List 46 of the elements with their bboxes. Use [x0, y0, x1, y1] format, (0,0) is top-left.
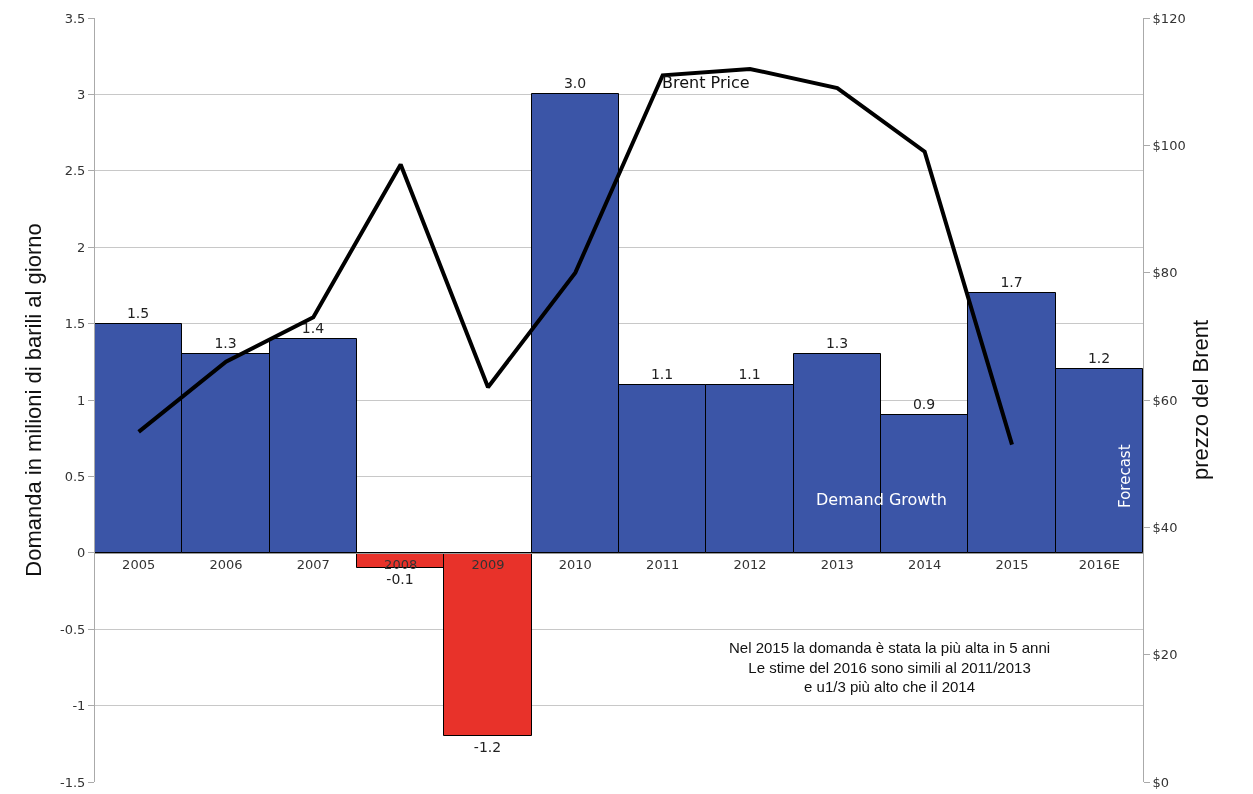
data-label: 1.4 — [301, 319, 325, 336]
annotation: Forecast — [1116, 444, 1135, 508]
data-label: 1.1 — [738, 365, 761, 382]
y-tick-label: 3.5 — [64, 10, 86, 26]
x-tick-label: 2011 — [646, 557, 680, 573]
data-label: 1.3 — [825, 334, 849, 351]
data-label: -0.1 — [386, 570, 414, 587]
y-tick-label: 2 — [77, 239, 86, 255]
y-tick-label: -1.5 — [60, 774, 86, 790]
y-tick-label: 1.5 — [64, 316, 86, 332]
y-tick-label: 0.5 — [64, 468, 86, 484]
y2-tick-label: $40 — [1152, 519, 1178, 535]
x-tick-label: 2012 — [733, 557, 767, 573]
data-label: 1.3 — [214, 334, 237, 351]
y-tick-label: 1 — [77, 392, 86, 408]
x-tick-label: 2005 — [122, 557, 156, 573]
y2-tick-label: $60 — [1152, 392, 1178, 408]
x-tick-label: 2014 — [908, 557, 942, 573]
data-label: 0.9 — [912, 395, 936, 412]
x-tick-label: 2007 — [296, 557, 330, 573]
x-tick-label: 2013 — [820, 557, 854, 573]
y-tick-label: 3 — [77, 86, 86, 102]
data-label: 1.5 — [126, 304, 150, 321]
x-tick-label: 2010 — [558, 557, 592, 573]
y-axis-title: Domanda in milioni di barili al giorno — [21, 223, 46, 577]
data-label: 1.2 — [1087, 349, 1111, 366]
x-tick-label: 2015 — [995, 557, 1029, 573]
y2-tick-label: $20 — [1152, 647, 1178, 663]
y-tick-label: -0.5 — [60, 621, 86, 637]
annotation: Nel 2015 la domanda è stata la più alta in 5 anni Le stime del 2016 sono simili al 2011/2013 e u1/3 più alto che il 2014 — [729, 639, 1051, 695]
data-label: 3.0 — [563, 74, 587, 91]
y-tick-label: 0 — [77, 545, 86, 561]
x-tick-label: 2009 — [471, 557, 505, 573]
y2-tick-label: $100 — [1152, 137, 1186, 153]
data-label: 1.7 — [1000, 273, 1023, 290]
x-tick-label: 2006 — [209, 557, 243, 573]
y2-tick-label: $0 — [1152, 774, 1170, 790]
series-label: Brent Price — [662, 73, 750, 92]
data-label: 1.1 — [650, 365, 674, 382]
y-tick-label: 2.5 — [64, 163, 86, 179]
y2-axis-title: prezzo del Brent — [1188, 319, 1213, 481]
x-tick-label: 2016E — [1078, 557, 1120, 573]
y2-tick-label: $120 — [1152, 10, 1186, 26]
y2-tick-label: $80 — [1152, 265, 1178, 281]
y-tick-label: -1 — [72, 698, 86, 714]
data-label: -1.2 — [473, 738, 502, 755]
